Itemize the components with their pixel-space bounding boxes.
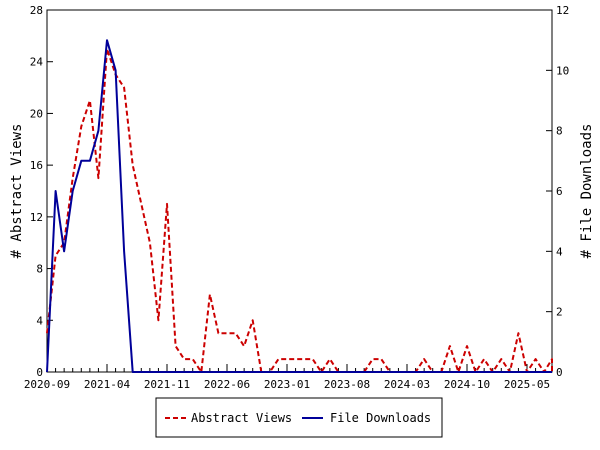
left-y-tick-label: 4	[36, 314, 43, 327]
x-tick-label: 2021-04	[84, 378, 131, 391]
legend: Abstract Views File Downloads	[155, 397, 443, 438]
left-y-tick-label: 24	[30, 56, 44, 69]
right-y-axis: 0 2 4 6 8 10 12	[546, 4, 569, 379]
left-y-axis: 0 4 8 12 16 20 24 28	[30, 4, 53, 379]
x-axis: 2020-09 2021-04 2021-11 2022-06 2023-01 2023-…	[24, 364, 550, 391]
legend-label-abstract-views: Abstract Views	[191, 411, 292, 425]
x-tick-label: 2024-10	[444, 378, 490, 391]
x-tick-label: 2024-03	[384, 378, 430, 391]
left-y-tick-label: 8	[36, 263, 43, 276]
left-y-tick-label: 12	[30, 211, 43, 224]
left-y-tick-label: 16	[30, 159, 43, 172]
left-axis-title: # Abstract Views	[9, 124, 25, 259]
series-line-file-downloads	[46, 39, 552, 373]
right-axis-title: # File Downloads	[579, 124, 595, 259]
right-y-tick-label: 4	[556, 245, 563, 258]
x-tick-label: 2020-09	[24, 378, 70, 391]
legend-label-file-downloads: File Downloads	[330, 411, 431, 425]
left-y-tick-label: 0	[36, 366, 43, 379]
x-tick-label: 2021-11	[144, 378, 190, 391]
x-tick-label: 2023-08	[324, 378, 370, 391]
right-y-tick-label: 0	[556, 366, 563, 379]
left-y-tick-label: 20	[30, 107, 43, 120]
right-y-tick-label: 6	[556, 185, 563, 198]
series-layer	[46, 39, 553, 373]
legend-box	[155, 397, 443, 438]
x-tick-label: 2022-06	[204, 378, 250, 391]
right-y-tick-label: 10	[556, 64, 569, 77]
left-y-tick-label: 28	[30, 4, 43, 17]
right-y-tick-label: 8	[556, 125, 563, 138]
x-tick-label: 2023-01	[264, 378, 310, 391]
right-y-tick-label: 2	[556, 306, 563, 319]
right-y-tick-label: 12	[556, 4, 569, 17]
x-tick-label: 2025-05	[504, 378, 550, 391]
plot-area	[46, 9, 553, 373]
